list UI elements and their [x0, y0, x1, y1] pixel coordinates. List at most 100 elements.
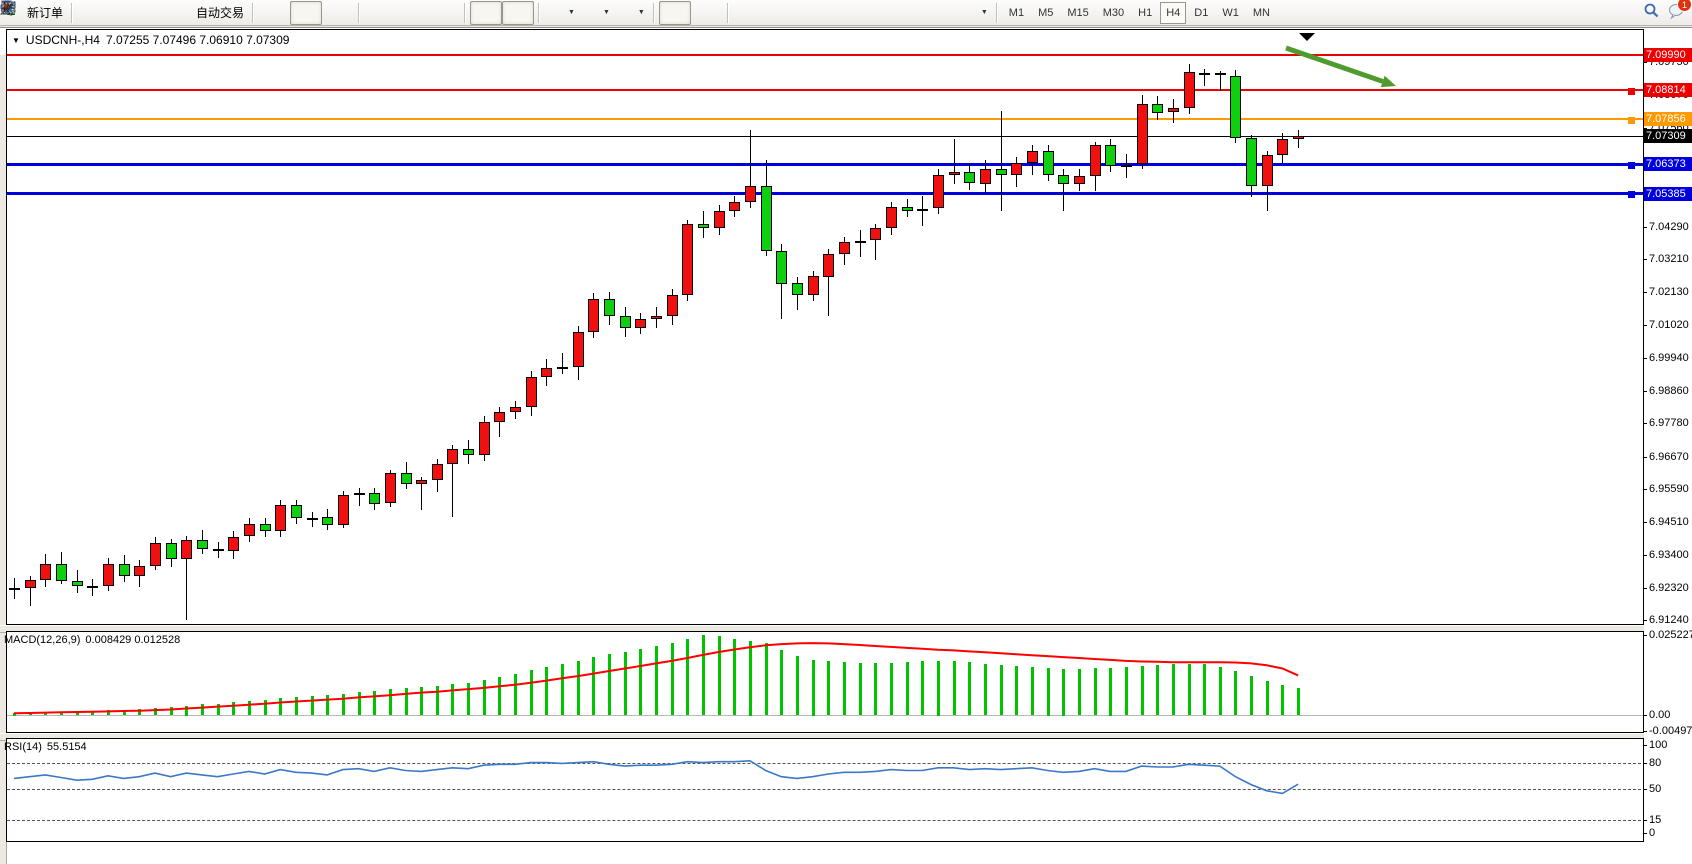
period-button[interactable]: ▼ — [1, 1, 614, 25]
candle-body[interactable] — [432, 464, 443, 480]
chevron-down-icon[interactable]: ▼ — [602, 9, 610, 16]
candle-body[interactable] — [1230, 76, 1241, 138]
doji-candle[interactable] — [1121, 165, 1132, 167]
candle-body[interactable] — [823, 254, 834, 277]
candle-body[interactable] — [964, 172, 975, 183]
candle-body[interactable] — [1277, 139, 1288, 155]
candle-body[interactable] — [949, 172, 960, 175]
candle-body[interactable] — [510, 407, 521, 412]
candle-body[interactable] — [698, 224, 709, 228]
doji-candle[interactable] — [1199, 73, 1210, 75]
candle-body[interactable] — [244, 524, 255, 536]
channel-button[interactable]: E — [0, 1, 861, 25]
level-line-handle[interactable] — [1628, 117, 1635, 124]
rsi-panel[interactable] — [6, 738, 1644, 842]
candle-body[interactable] — [150, 543, 161, 566]
text-button[interactable]: A — [4, 1, 925, 25]
timeframe-m1[interactable]: M1 — [1008, 6, 1025, 19]
line-chart-button[interactable] — [1, 1, 354, 25]
candle-body[interactable] — [1152, 104, 1163, 113]
doji-candle[interactable] — [87, 586, 98, 588]
cursor-button[interactable] — [4, 0, 691, 25]
candle-body[interactable] — [808, 276, 819, 295]
candle-body[interactable] — [682, 224, 693, 295]
candle-body[interactable] — [902, 207, 913, 211]
level-line-handle[interactable] — [1628, 191, 1635, 198]
candle-body[interactable] — [322, 517, 333, 525]
candle-body[interactable] — [886, 207, 897, 228]
new-chart-button[interactable]: ▼ — [1, 1, 579, 25]
candle-body[interactable] — [354, 493, 365, 495]
candle-body[interactable] — [1074, 176, 1085, 184]
candlestick-button[interactable] — [1, 0, 323, 25]
horizontal-level-line[interactable] — [7, 118, 1643, 120]
candle-body[interactable] — [1262, 155, 1273, 186]
candle-body[interactable] — [72, 581, 83, 586]
candle-body[interactable] — [228, 537, 239, 551]
candle-body[interactable] — [729, 202, 740, 211]
candle-body[interactable] — [745, 186, 756, 202]
candle-body[interactable] — [494, 412, 505, 422]
candle-body[interactable] — [917, 209, 928, 211]
candle-body[interactable] — [1011, 163, 1022, 175]
trendline-button[interactable] — [1, 1, 829, 25]
candle-body[interactable] — [1043, 151, 1054, 175]
horizontal-level-line[interactable] — [7, 54, 1643, 56]
candle-body[interactable] — [573, 332, 584, 367]
candle-body[interactable] — [291, 505, 302, 518]
zoom-in-button[interactable] — [2, 1, 396, 25]
candle-body[interactable] — [1215, 73, 1226, 75]
tile-windows-button[interactable] — [1, 1, 460, 25]
timeframe-m30[interactable]: M30 — [1102, 6, 1125, 19]
crosshair-button[interactable] — [2, 1, 723, 25]
candle-body[interactable] — [40, 564, 51, 580]
chart-menu-triangle-icon[interactable]: ▼ — [12, 35, 20, 45]
horizontal-level-line[interactable] — [7, 163, 1643, 166]
timeframe-m15[interactable]: M15 — [1067, 6, 1089, 19]
candle-body[interactable] — [166, 543, 177, 559]
chevron-down-icon[interactable]: ▼ — [637, 9, 645, 16]
macd-panel[interactable] — [6, 631, 1644, 733]
fibonacci-button[interactable]: F — [2, 1, 893, 25]
candle-body[interactable] — [1058, 175, 1069, 184]
candle-body[interactable] — [401, 473, 412, 484]
candle-body[interactable] — [1027, 151, 1038, 163]
candle-body[interactable] — [338, 495, 349, 525]
candle-body[interactable] — [197, 540, 208, 549]
candle-body[interactable] — [933, 175, 944, 208]
timeframe-m5[interactable]: M5 — [1038, 6, 1054, 19]
chart-window[interactable]: 8 May 20239 May 12:0010 May 04:0010 May … — [0, 27, 1692, 864]
doji-candle[interactable] — [9, 588, 20, 590]
candle-body[interactable] — [651, 316, 662, 319]
shapes-button[interactable]: ▼ — [3, 1, 992, 25]
candle-body[interactable] — [134, 566, 145, 576]
chat-icon[interactable]: 1 — [1668, 0, 1692, 20]
chart-shift-button[interactable] — [1, 0, 535, 25]
candle-body[interactable] — [463, 449, 474, 455]
candle-body[interactable] — [275, 505, 286, 531]
candle-body[interactable] — [620, 316, 631, 328]
template-button[interactable]: ▼ — [1, 1, 649, 25]
candle-body[interactable] — [1293, 136, 1304, 139]
candle-body[interactable] — [103, 564, 114, 586]
candle-body[interactable] — [1105, 145, 1116, 166]
doji-candle[interactable] — [307, 518, 318, 520]
candle-body[interactable] — [416, 480, 427, 484]
bar-chart-button[interactable] — [1, 1, 290, 25]
candle-body[interactable] — [792, 283, 803, 295]
candle-body[interactable] — [776, 251, 787, 284]
candle-body[interactable] — [541, 368, 552, 377]
candle-body[interactable] — [839, 242, 850, 254]
vline-button[interactable] — [7, 1, 765, 25]
level-line-handle[interactable] — [1628, 162, 1635, 169]
candle-body[interactable] — [667, 295, 678, 316]
candle-body[interactable] — [181, 540, 192, 559]
candle-body[interactable] — [369, 493, 380, 504]
timeframe-d1[interactable]: D1 — [1194, 6, 1209, 19]
doji-candle[interactable] — [557, 367, 568, 369]
signal-button[interactable] — [0, 1, 173, 25]
funnel-button[interactable] — [2, 1, 109, 25]
zoom-out-button[interactable] — [2, 1, 428, 25]
candle-body[interactable] — [996, 169, 1007, 175]
horizontal-level-line[interactable] — [7, 89, 1643, 91]
